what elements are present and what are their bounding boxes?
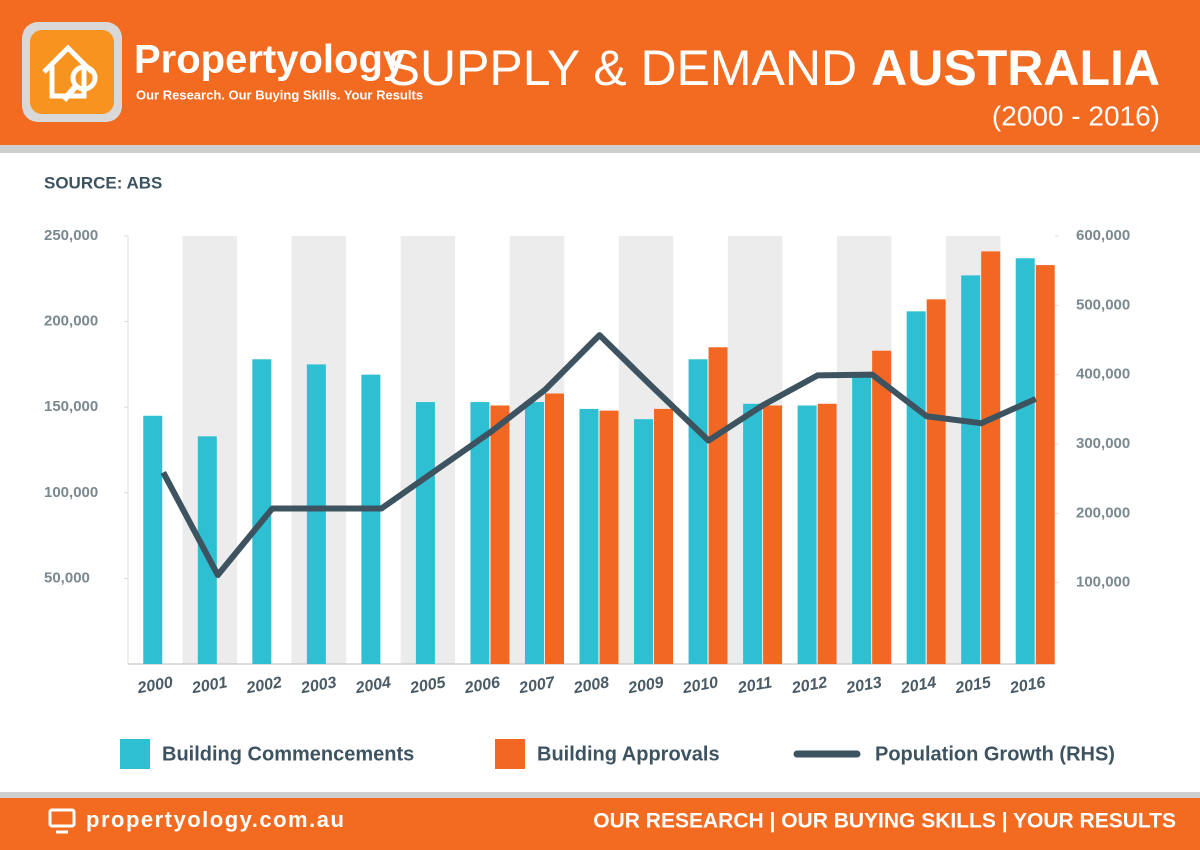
bar <box>544 393 564 664</box>
bar <box>1035 265 1055 664</box>
x-tick-label: 2004 <box>353 674 392 697</box>
legend-swatch <box>495 739 525 769</box>
legend-label: Building Approvals <box>537 743 720 765</box>
line-series <box>160 332 1037 579</box>
header-strip <box>0 145 1200 153</box>
y2-tick-label: 600,000 <box>1076 227 1130 244</box>
y-tick-label: 200,000 <box>44 313 98 330</box>
monitor-icon <box>48 808 76 834</box>
bar <box>797 405 817 664</box>
footer-bar <box>0 798 1200 850</box>
bar <box>743 403 763 664</box>
x-tick-label: 2008 <box>571 674 610 697</box>
x-tick-label: 2014 <box>899 674 938 697</box>
brand: Propertyology <box>134 38 406 82</box>
x-tick-label: 2006 <box>462 674 501 697</box>
logo <box>22 22 122 122</box>
bar <box>708 347 728 664</box>
bar <box>906 311 926 664</box>
bar <box>306 364 326 664</box>
x-tick-label: 2009 <box>626 674 665 697</box>
x-tick-label: 2013 <box>844 674 883 697</box>
bar <box>579 408 599 664</box>
tagline: Our Research. Our Buying Skills. Your Re… <box>136 87 423 102</box>
x-tick-label: 2012 <box>790 674 829 697</box>
source: SOURCE: ABS <box>44 173 162 192</box>
x-tick-label: 2010 <box>681 674 720 697</box>
x-tick-label: 2007 <box>517 674 557 697</box>
x-tick-label: 2015 <box>953 674 993 697</box>
y-tick-label: 100,000 <box>44 484 98 501</box>
bar <box>852 372 872 664</box>
x-tick-label: 2011 <box>736 674 774 697</box>
header-bar <box>0 0 1200 145</box>
plot <box>124 235 1059 665</box>
bar <box>490 405 510 664</box>
legend-swatch <box>120 739 150 769</box>
bar <box>763 405 783 664</box>
y2-tick-label: 200,000 <box>1076 504 1130 521</box>
x-tick-label: 2003 <box>299 674 338 697</box>
title-light: SUPPLY & DEMAND <box>387 40 858 96</box>
bar <box>688 359 708 664</box>
bar <box>524 402 544 664</box>
bar <box>961 275 981 664</box>
y2-tick-label: 100,000 <box>1076 574 1130 591</box>
bar <box>143 415 163 664</box>
y-tick-label: 50,000 <box>44 569 90 586</box>
y2-tick-label: 400,000 <box>1076 366 1130 383</box>
slogan: OUR RESEARCH | OUR BUYING SKILLS | YOUR … <box>593 810 1176 833</box>
subtitle: (2000 - 2016) <box>992 100 1160 131</box>
bar <box>634 419 654 664</box>
y-tick-label: 150,000 <box>44 398 98 415</box>
bar <box>872 350 892 664</box>
bar <box>1015 258 1035 664</box>
legend-label: Building Commencements <box>162 743 414 765</box>
y-tick-label: 250,000 <box>44 227 98 244</box>
bar <box>599 410 619 664</box>
website: propertyology.com.au <box>86 807 345 832</box>
title-bold: AUSTRALIA <box>871 40 1160 96</box>
x-tick-label: 2000 <box>135 674 174 697</box>
bar <box>654 408 674 664</box>
y2-tick-label: 500,000 <box>1076 296 1130 313</box>
bar <box>470 402 490 664</box>
bar <box>817 403 837 664</box>
legend-label: Population Growth (RHS) <box>875 743 1115 765</box>
bar <box>252 359 272 664</box>
bar <box>415 402 435 664</box>
bar <box>361 374 381 664</box>
y2-tick-label: 300,000 <box>1076 435 1130 452</box>
footer-strip <box>0 792 1200 798</box>
x-tick-label: 2001 <box>190 674 229 697</box>
bar <box>981 251 1001 664</box>
bar <box>926 299 946 664</box>
x-tick-label: 2002 <box>244 674 283 697</box>
x-tick-label: 2005 <box>408 674 448 697</box>
title: SUPPLY & DEMAND AUSTRALIA <box>387 40 1160 96</box>
x-tick-label: 2016 <box>1008 674 1047 697</box>
